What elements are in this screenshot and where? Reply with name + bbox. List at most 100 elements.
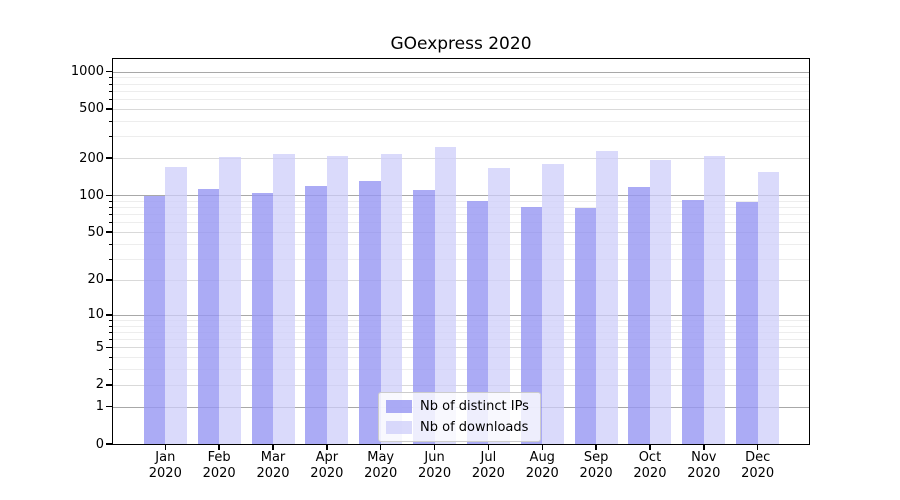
y-tick-0 [106, 443, 112, 445]
x-tick-month-feb: Feb [207, 450, 231, 465]
x-tick-jul [487, 445, 490, 450]
y-tick-minor-90 [108, 200, 112, 202]
y-tick-minor-700 [108, 90, 112, 92]
x-tick-month-sep: Sep [583, 450, 609, 465]
x-tick-jan [164, 445, 167, 450]
y-tick-label-1: 1 [95, 399, 104, 415]
x-tick-label-jul: Jul 2020 [458, 450, 518, 482]
x-tick-year-nov: 2020 [687, 466, 721, 481]
legend-swatch-downloads [386, 421, 412, 434]
x-tick-label-jun: Jun 2020 [405, 450, 465, 482]
y-tick-label-2: 2 [95, 377, 104, 393]
y-tick-label-50: 50 [87, 224, 104, 240]
gridline-minor-400 [113, 120, 809, 122]
y-tick-minor-70 [108, 214, 112, 216]
x-tick-month-mar: Mar [260, 450, 286, 465]
gridline-minor-9 [113, 319, 809, 321]
bar-downloads-sep [596, 150, 618, 444]
y-tick-label-20: 20 [87, 272, 104, 288]
y-tick-minor-80 [108, 207, 112, 209]
y-tick-minor-9 [108, 319, 112, 321]
y-tick-minor-8 [108, 325, 112, 327]
y-tick-minor-600 [108, 99, 112, 101]
bar-downloads-mar [273, 154, 295, 444]
x-tick-year-apr: 2020 [310, 466, 344, 481]
gridline-minor-8 [113, 325, 809, 327]
y-tick-minor-900 [108, 77, 112, 79]
y-tick-label-100: 100 [79, 187, 104, 203]
gridline-minor-300 [113, 136, 809, 138]
bar-ips-nov [682, 199, 704, 444]
x-tick-label-jan: Jan 2020 [135, 450, 195, 482]
x-tick-aug [541, 445, 543, 450]
y-tick-5 [106, 346, 112, 349]
bar-ips-dec [736, 202, 758, 444]
x-tick-label-mar: Mar 2020 [243, 450, 303, 482]
gridline-minor-4 [113, 357, 809, 359]
x-tick-year-sep: 2020 [579, 466, 613, 481]
gridline-minor-40 [113, 243, 809, 245]
y-tick-100 [106, 194, 112, 197]
bar-downloads-jan [165, 166, 187, 444]
bar-ips-sep [574, 207, 597, 444]
gridline-minor-700 [113, 90, 809, 92]
y-tick-label-0: 0 [95, 436, 104, 452]
legend-row-downloads: Nb of downloads [386, 420, 529, 435]
bar-ips-oct [628, 187, 650, 444]
bar-downloads-oct [649, 160, 672, 444]
y-tick-500 [106, 108, 112, 110]
x-tick-mar [272, 445, 274, 450]
bar-ips-may [359, 181, 381, 444]
x-tick-year-dec: 2020 [741, 466, 775, 481]
y-tick-200 [106, 157, 112, 159]
gridline-minor-70 [113, 214, 809, 216]
y-tick-minor-7 [108, 331, 112, 333]
gridline-minor-7 [113, 331, 809, 333]
x-tick-year-aug: 2020 [525, 466, 559, 481]
y-tick-10 [106, 314, 112, 316]
x-tick-label-apr: Apr 2020 [297, 450, 357, 482]
x-tick-year-may: 2020 [364, 466, 398, 481]
gridline-minor-800 [113, 83, 809, 85]
x-tick-month-jul: Jul [480, 450, 497, 465]
bar-ips-jan [143, 195, 166, 444]
bar-downloads-feb [219, 157, 241, 444]
x-tick-year-mar: 2020 [256, 466, 290, 481]
gridline-100 [113, 195, 809, 197]
y-tick-minor-4 [108, 357, 112, 359]
gridline-minor-60 [113, 222, 809, 224]
y-tick-1 [106, 405, 112, 408]
x-tick-label-may: May 2020 [351, 450, 411, 482]
y-tick-label-10: 10 [87, 307, 104, 323]
legend-row-distinct-ips: Nb of distinct IPs [386, 399, 529, 414]
x-tick-label-sep: Sep 2020 [566, 450, 626, 482]
bar-ips-mar [251, 192, 273, 444]
y-tick-2 [106, 384, 112, 386]
gridline-50 [113, 232, 809, 234]
bar-downloads-dec [757, 171, 780, 444]
x-tick-may [379, 445, 382, 450]
x-tick-label-aug: Aug 2020 [512, 450, 572, 482]
x-tick-year-jul: 2020 [471, 466, 505, 481]
legend-label-distinct-ips: Nb of distinct IPs [420, 399, 529, 414]
x-tick-year-jan: 2020 [148, 466, 182, 481]
x-tick-jun [433, 445, 436, 450]
bar-downloads-nov [703, 155, 726, 444]
x-tick-nov [703, 445, 705, 450]
x-tick-label-dec: Dec 2020 [728, 450, 788, 482]
gridline-20 [113, 279, 809, 281]
bar-downloads-jun [434, 147, 457, 444]
x-tick-dec [756, 445, 759, 450]
bar-ips-jun [413, 190, 435, 444]
gridline-minor-900 [113, 77, 809, 79]
x-tick-month-dec: Dec [745, 450, 771, 465]
bar-ips-apr [305, 186, 327, 444]
plot-area [112, 58, 810, 445]
y-tick-minor-3 [108, 369, 112, 371]
gridline-minor-3 [113, 369, 809, 371]
y-tick-label-500: 500 [79, 101, 104, 117]
y-tick-1000 [106, 70, 112, 73]
gridline-5 [113, 347, 809, 349]
gridline-500 [113, 108, 809, 110]
